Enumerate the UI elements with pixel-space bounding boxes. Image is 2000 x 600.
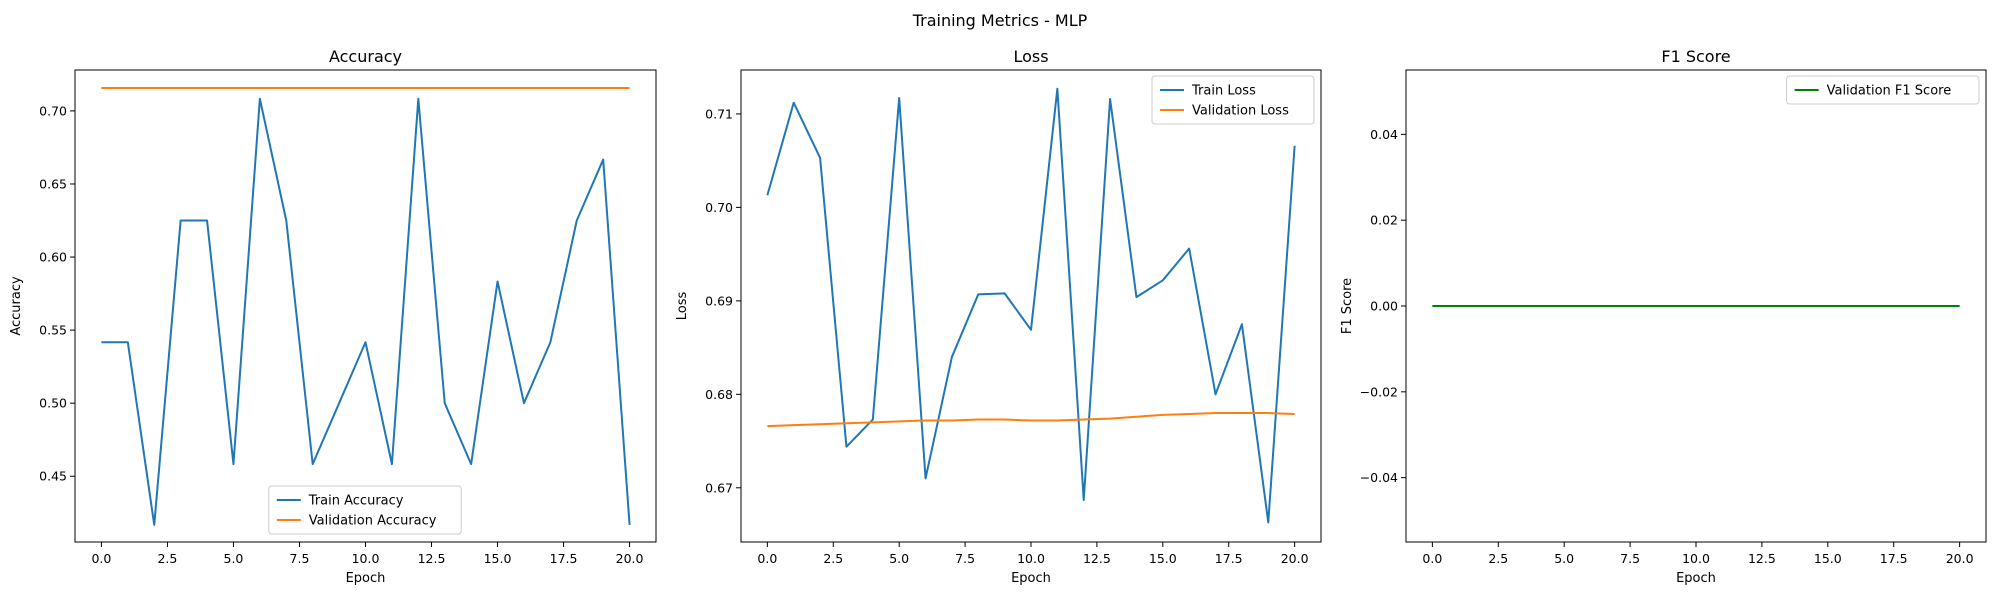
legend-label: Validation Accuracy xyxy=(309,514,437,529)
loss-panel: Loss 0.0 2.5 5.0 7.5 10.0 12.5 15.0 17.5 20.0 0.67… xyxy=(675,47,1322,586)
y-axis-label: Loss xyxy=(675,292,690,321)
x-tick-label: 7.5 xyxy=(955,551,975,566)
x-axis-label: Epoch xyxy=(1011,571,1051,586)
y-axis-label: Accuracy xyxy=(9,276,24,336)
legend-frame xyxy=(1786,75,1980,105)
x-tick-label: 7.5 xyxy=(1620,551,1640,566)
legend-label: Train Loss xyxy=(1191,84,1256,99)
y-tick-label: 0.68 xyxy=(705,387,733,402)
x-tick-label: 10.0 xyxy=(1017,551,1045,566)
x-tick-label: 15.0 xyxy=(1814,551,1842,566)
x-tick-label: 20.0 xyxy=(1281,551,1309,566)
legend: Validation F1 Score xyxy=(1786,75,1980,105)
axes-frame xyxy=(740,69,1322,543)
y-tick-label: 0.71 xyxy=(705,106,733,121)
x-tick-label: 2.5 xyxy=(157,551,177,566)
x-tick-label: 2.5 xyxy=(1488,551,1508,566)
accuracy-panel: Accuracy 0.0 2.5 5.0 7.5 10.0 12.5 15.0 17.5 20.0… xyxy=(9,47,657,586)
axes-frame xyxy=(74,69,657,543)
axes-frame xyxy=(1405,69,1987,543)
legend: Train Loss Validation Loss xyxy=(1151,75,1315,125)
y-tick-label: 0.65 xyxy=(39,176,67,191)
y-tick-label: 0.69 xyxy=(705,293,733,308)
y-tick-label: 0.70 xyxy=(39,103,67,118)
panel-title: Accuracy xyxy=(329,47,402,66)
f1-score-panel: F1 Score 0.0 2.5 5.0 7.5 10.0 12.5 15.0 17.5 20.0… xyxy=(1340,47,1987,586)
x-tick-label: 20.0 xyxy=(616,551,644,566)
x-tick-label: 15.0 xyxy=(1149,551,1177,566)
x-axis-label: Epoch xyxy=(346,571,386,586)
y-tick-label: 0.60 xyxy=(39,250,67,265)
x-tick-label: 12.5 xyxy=(418,551,446,566)
x-tick-label: 17.5 xyxy=(1215,551,1243,566)
legend-frame xyxy=(268,485,462,535)
legend-frame xyxy=(1151,75,1315,125)
x-tick-label: 17.5 xyxy=(1880,551,1908,566)
x-axis-label: Epoch xyxy=(1676,571,1716,586)
y-tick-label: 0.02 xyxy=(1370,213,1398,228)
legend-label: Train Accuracy xyxy=(308,494,404,509)
x-tick-label: 2.5 xyxy=(823,551,843,566)
panel-title: Loss xyxy=(1013,47,1048,66)
y-tick-label: 0.04 xyxy=(1370,127,1398,142)
x-tick-label: 12.5 xyxy=(1083,551,1111,566)
y-tick-label: 0.67 xyxy=(705,480,733,495)
panel-title: F1 Score xyxy=(1661,47,1730,66)
series-line-train-loss xyxy=(766,87,1296,524)
y-tick-label: 0.00 xyxy=(1370,299,1398,314)
y-tick-label: 0.50 xyxy=(39,396,67,411)
x-tick-label: 0.0 xyxy=(1422,551,1442,566)
y-tick-label: 0.70 xyxy=(705,200,733,215)
x-tick-label: 10.0 xyxy=(1682,551,1710,566)
figure-suptitle: Training Metrics - MLP xyxy=(912,11,1088,30)
x-tick-label: 5.0 xyxy=(1554,551,1574,566)
x-tick-label: 5.0 xyxy=(224,551,244,566)
y-tick-label: −0.02 xyxy=(1360,384,1398,399)
y-tick-label: 0.45 xyxy=(39,469,67,484)
y-axis-label: F1 Score xyxy=(1340,278,1355,334)
x-tick-label: 7.5 xyxy=(290,551,310,566)
legend-label: Validation Loss xyxy=(1192,104,1289,119)
x-tick-label: 20.0 xyxy=(1946,551,1974,566)
x-tick-label: 17.5 xyxy=(550,551,578,566)
x-tick-label: 5.0 xyxy=(889,551,909,566)
x-tick-label: 0.0 xyxy=(91,551,111,566)
legend: Train Accuracy Validation Accuracy xyxy=(268,485,462,535)
x-tick-label: 15.0 xyxy=(484,551,512,566)
series-line-train-accuracy xyxy=(101,97,631,526)
legend-label: Validation F1 Score xyxy=(1827,84,1952,99)
y-tick-label: −0.04 xyxy=(1360,470,1398,485)
x-tick-label: 10.0 xyxy=(352,551,380,566)
x-tick-label: 12.5 xyxy=(1748,551,1776,566)
x-tick-label: 0.0 xyxy=(757,551,777,566)
y-tick-label: 0.55 xyxy=(39,323,67,338)
series-line-validation-loss xyxy=(767,412,1295,428)
